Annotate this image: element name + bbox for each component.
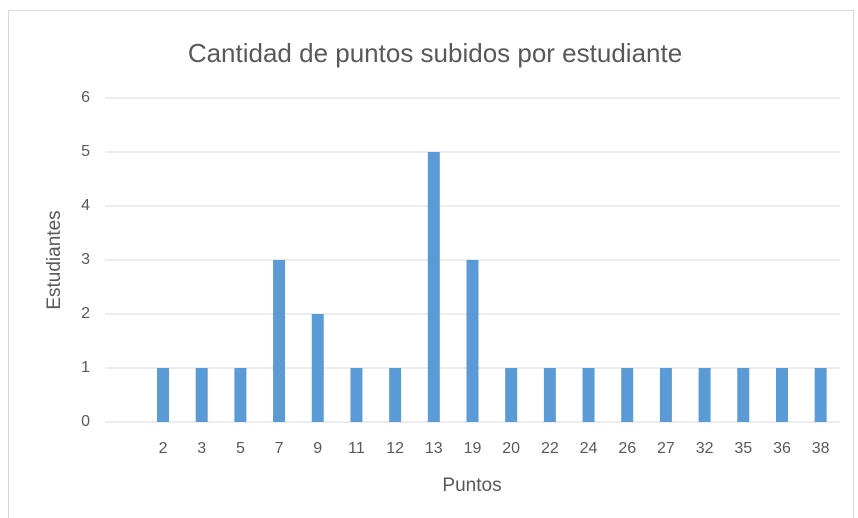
x-tick-label: 13	[425, 440, 443, 457]
bar	[389, 368, 402, 422]
x-tick-label: 20	[502, 440, 520, 457]
bar	[621, 368, 634, 422]
x-tick-label: 3	[197, 440, 206, 457]
x-tick-label: 38	[812, 440, 830, 457]
bar	[466, 260, 479, 422]
bar	[195, 368, 208, 422]
x-tick-label: 12	[386, 440, 404, 457]
bar	[350, 368, 363, 422]
x-tick-label: 24	[580, 440, 598, 457]
y-tick-label: 1	[81, 359, 90, 376]
y-tick-label: 2	[81, 305, 90, 322]
x-tick-label: 36	[773, 440, 791, 457]
x-tick-label: 2	[159, 440, 168, 457]
bar	[505, 368, 518, 422]
chart-title: Cantidad de puntos subidos por estudiant…	[188, 38, 682, 68]
y-tick-label: 0	[81, 413, 90, 430]
x-tick-label: 19	[464, 440, 482, 457]
y-tick-label: 3	[81, 251, 90, 268]
bar	[698, 368, 711, 422]
y-tick-label: 5	[81, 143, 90, 160]
x-tick-label: 27	[657, 440, 675, 457]
bar	[157, 368, 170, 422]
bar	[273, 260, 286, 422]
bar	[659, 368, 672, 422]
bar	[582, 368, 595, 422]
bar	[234, 368, 247, 422]
bar	[427, 152, 440, 422]
y-axis-label: Estudiantes	[44, 210, 65, 309]
x-tick-label: 11	[348, 440, 365, 457]
y-tick-label: 6	[81, 89, 90, 106]
x-tick-label: 35	[734, 440, 752, 457]
x-tick-label: 26	[618, 440, 636, 457]
bar	[737, 368, 750, 422]
x-axis-label: Puntos	[442, 475, 501, 496]
bar	[311, 314, 324, 422]
y-tick-label: 4	[81, 197, 90, 214]
x-tick-label: 22	[541, 440, 559, 457]
bar	[775, 368, 788, 422]
x-tick-label: 7	[275, 440, 284, 457]
x-tick-label: 5	[236, 440, 245, 457]
bar	[543, 368, 556, 422]
x-tick-label: 32	[696, 440, 714, 457]
bar	[814, 368, 827, 422]
x-tick-label: 9	[313, 440, 322, 457]
